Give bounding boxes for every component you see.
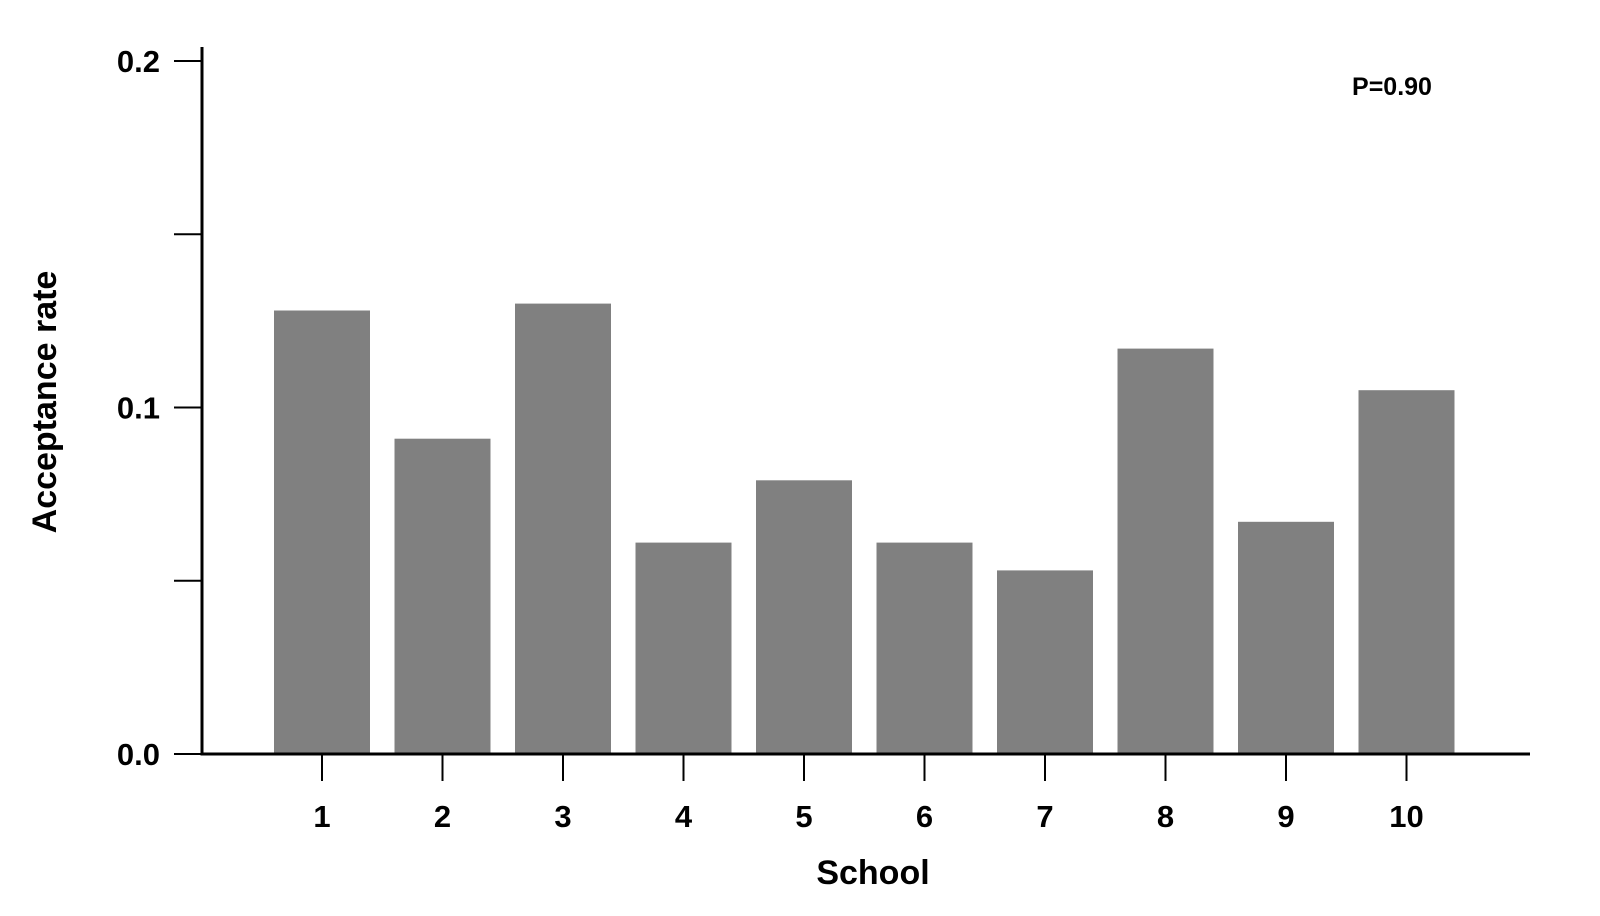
bar-school-5	[756, 480, 852, 754]
bar-school-1	[274, 310, 370, 754]
x-tick-label: 3	[554, 799, 571, 834]
x-axis-title: School	[816, 854, 929, 892]
bar-school-7	[997, 570, 1093, 754]
y-tick-label: 0.0	[117, 737, 160, 772]
bar-school-9	[1238, 521, 1334, 754]
bars-layer	[274, 303, 1455, 754]
x-tick-label: 7	[1036, 799, 1053, 834]
bar-school-2	[394, 438, 491, 754]
axes-layer	[174, 47, 1530, 781]
labels-layer: 0.0 0.1 0.2 1 2 3 4 5 6 7 8 9 10	[117, 44, 1424, 834]
bar-school-4	[635, 542, 732, 754]
bar-school-3	[515, 303, 611, 754]
x-tick-label: 9	[1277, 799, 1294, 834]
bar-school-6	[876, 542, 973, 754]
x-tick-label: 10	[1389, 799, 1423, 834]
bar-school-8	[1117, 348, 1214, 754]
y-tick-label: 0.2	[117, 44, 160, 79]
bar-school-10	[1358, 390, 1455, 754]
x-tick-label: 1	[313, 799, 330, 834]
y-axis-title: Acceptance rate	[26, 271, 64, 534]
x-tick-label: 5	[795, 799, 812, 834]
x-tick-label: 6	[916, 799, 933, 834]
p-value-annotation: P=0.90	[1352, 73, 1432, 101]
x-tick-label: 8	[1157, 799, 1174, 834]
y-tick-label: 0.1	[117, 391, 160, 426]
x-tick-label: 2	[434, 799, 451, 834]
x-tick-label: 4	[675, 799, 693, 834]
